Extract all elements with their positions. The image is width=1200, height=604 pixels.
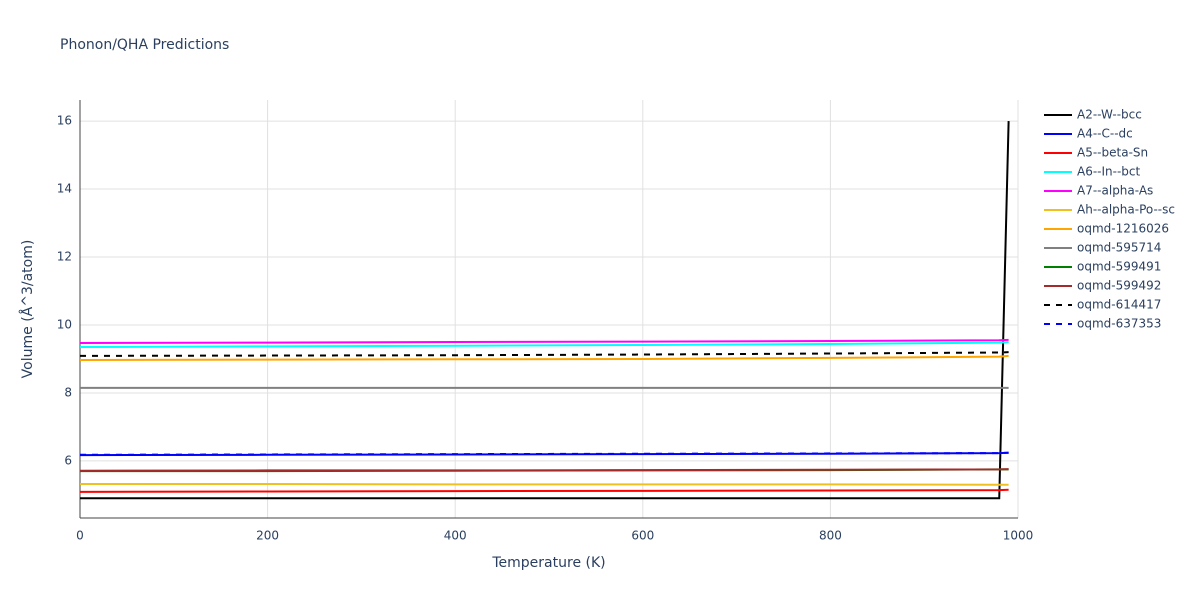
series-line: [79, 468, 1009, 472]
legend-label: A7--alpha-As: [1077, 184, 1153, 198]
legend-label: A5--beta-Sn: [1077, 146, 1148, 160]
y-tick-label: 8: [64, 385, 72, 399]
x-tick-label: 0: [76, 529, 84, 543]
legend-label: oqmd-1216026: [1077, 222, 1169, 236]
x-tick-label: 800: [819, 529, 842, 543]
y-tick-label: 10: [57, 317, 72, 331]
legend-label: oqmd-599492: [1077, 279, 1161, 293]
x-tick-label: 400: [444, 529, 467, 543]
y-tick-label: 12: [57, 250, 72, 264]
x-tick-label: 200: [256, 529, 279, 543]
legend-label: oqmd-637353: [1077, 317, 1161, 331]
x-tick-label: 1000: [1003, 529, 1034, 543]
series-line: [79, 354, 1009, 361]
legend-label: A6--In--bct: [1077, 165, 1141, 179]
y-tick-label: 16: [57, 114, 72, 128]
legend-label: A2--W--bcc: [1077, 108, 1142, 122]
legend-label: oqmd-599491: [1077, 260, 1161, 274]
y-tick-label: 6: [64, 453, 72, 467]
series-line: [79, 488, 1009, 493]
series-line: [79, 338, 1009, 344]
x-tick-label: 600: [631, 529, 654, 543]
y-axis-label: Volume (Å^3/atom): [19, 240, 36, 379]
legend-label: oqmd-595714: [1077, 241, 1161, 255]
chart-title: Phonon/QHA Predictions: [60, 37, 229, 53]
legend-label: Ah--alpha-Po--sc: [1077, 203, 1175, 217]
series-line: [79, 340, 1009, 349]
x-axis-label: Temperature (K): [491, 555, 605, 571]
series-line: [80, 483, 1009, 486]
series-line: [79, 351, 1009, 357]
legend-label: oqmd-614417: [1077, 298, 1161, 312]
series-line: [79, 451, 1009, 457]
legend-label: A4--C--dc: [1077, 127, 1133, 141]
y-tick-label: 14: [57, 182, 72, 196]
series-line: [80, 121, 1010, 500]
